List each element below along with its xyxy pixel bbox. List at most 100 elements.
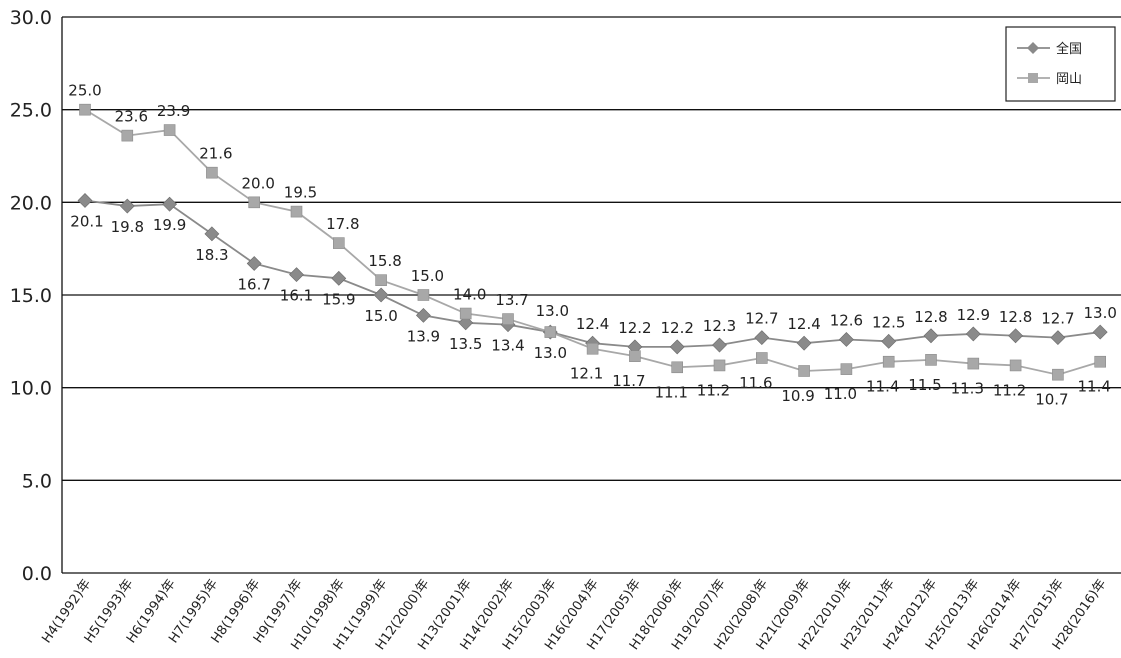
data-label-okayama: 25.0 — [68, 82, 101, 100]
data-label-okayama: 15.8 — [368, 252, 401, 270]
data-point-national — [246, 256, 262, 271]
data-point-national — [965, 326, 981, 342]
data-label-okayama: 13.0 — [536, 302, 569, 320]
data-point-okayama — [502, 313, 514, 325]
data-point-okayama — [1009, 359, 1022, 372]
data-label-national: 15.0 — [364, 307, 397, 325]
data-label-national: 13.5 — [449, 335, 482, 353]
data-label-national: 12.7 — [745, 310, 778, 328]
y-axis: 0.0 5.0 10.0 15.0 20.0 25.0 30.0 — [10, 7, 1121, 585]
data-point-okayama — [248, 196, 260, 209]
data-point-okayama — [586, 342, 599, 355]
data-label-okayama: 13.7 — [495, 291, 528, 309]
data-label-national: 16.1 — [280, 287, 313, 305]
data-point-okayama — [798, 365, 810, 377]
legend-square-icon — [1028, 73, 1038, 83]
data-point-okayama — [882, 355, 895, 368]
y-tick-label: 25.0 — [10, 100, 52, 122]
legend-label: 岡山 — [1056, 72, 1082, 87]
data-point-okayama — [332, 237, 345, 249]
data-point-okayama — [163, 124, 176, 136]
data-point-okayama — [417, 289, 430, 301]
data-point-national — [796, 335, 812, 351]
data-label-national: 12.2 — [660, 319, 693, 337]
data-point-okayama — [206, 166, 218, 179]
data-label-okayama: 20.0 — [241, 174, 274, 192]
data-label-national: 12.4 — [576, 315, 609, 333]
legend-label: 全国 — [1056, 41, 1082, 57]
data-point-national — [712, 337, 727, 353]
data-label-national: 12.8 — [999, 308, 1032, 326]
data-point-national — [838, 332, 854, 347]
data-label-national: 13.0 — [1083, 304, 1116, 322]
data-label-national: 15.9 — [322, 290, 355, 308]
data-labels: 20.1 19.8 19.9 18.3 16.7 16.1 15.9 15.0 13.9 13.5… — [68, 82, 1117, 409]
data-label-okayama: 14.0 — [453, 286, 486, 304]
data-label-national: 13.0 — [534, 344, 567, 362]
legend-box — [1005, 26, 1116, 102]
data-point-national — [204, 226, 220, 242]
data-label-okayama: 23.9 — [157, 102, 190, 120]
data-label-okayama: 11.4 — [1077, 378, 1110, 396]
data-label-national: 12.6 — [830, 311, 863, 329]
data-label-okayama: 11.2 — [993, 381, 1026, 399]
data-label-national: 19.9 — [153, 216, 186, 234]
data-label-okayama: 19.5 — [284, 184, 317, 202]
data-label-okayama: 11.7 — [612, 372, 645, 390]
data-label-national: 19.8 — [111, 218, 144, 236]
data-label-okayama: 11.5 — [908, 376, 941, 394]
data-point-okayama — [544, 326, 557, 338]
data-point-national — [162, 196, 178, 212]
data-point-national — [331, 270, 347, 286]
data-label-okayama: 17.8 — [326, 215, 359, 233]
x-axis: H4(1992)年H5(1993)年H6(1994)年H7(1995)年H8(1… — [39, 577, 1109, 653]
data-point-national — [415, 307, 431, 323]
data-point-national — [923, 328, 939, 344]
data-point-okayama — [121, 129, 134, 142]
data-point-okayama — [459, 307, 472, 320]
data-point-national — [119, 198, 135, 214]
data-label-national: 12.3 — [703, 317, 736, 335]
data-point-okayama — [290, 205, 303, 218]
data-point-national — [77, 193, 93, 208]
data-label-okayama: 11.4 — [866, 378, 899, 396]
data-point-okayama — [713, 359, 726, 372]
data-point-okayama — [840, 363, 853, 375]
y-tick-label: 10.0 — [10, 378, 52, 400]
data-label-okayama: 10.9 — [781, 387, 814, 405]
data-point-national — [373, 287, 389, 303]
data-point-okayama — [1094, 355, 1106, 368]
y-tick-label: 15.0 — [10, 285, 52, 307]
data-label-okayama: 11.6 — [739, 374, 772, 392]
data-label-national: 13.9 — [407, 327, 440, 345]
data-label-okayama: 10.7 — [1035, 391, 1068, 409]
data-label-national: 12.7 — [1041, 310, 1074, 328]
data-label-national: 18.3 — [195, 246, 228, 264]
data-point-national — [669, 339, 685, 355]
data-point-okayama — [79, 103, 91, 116]
data-label-national: 12.4 — [787, 315, 820, 333]
data-point-national — [881, 333, 897, 349]
grid — [62, 16, 1121, 481]
data-label-national: 12.8 — [914, 308, 947, 326]
data-label-okayama: 23.6 — [115, 108, 148, 126]
series — [77, 103, 1108, 381]
y-tick-label: 30.0 — [10, 7, 52, 29]
data-point-national — [289, 267, 304, 283]
data-point-national — [1008, 328, 1024, 344]
data-point-okayama — [375, 274, 387, 286]
data-label-national: 13.4 — [491, 337, 524, 355]
data-label-national: 12.9 — [957, 306, 990, 324]
data-point-okayama — [755, 352, 768, 364]
data-label-okayama: 11.0 — [824, 385, 857, 403]
y-tick-label: 0.0 — [22, 563, 52, 585]
data-label-national: 16.7 — [237, 275, 270, 293]
legend-diamond-icon — [1027, 42, 1039, 54]
data-point-national — [1050, 330, 1066, 346]
data-point-okayama — [925, 354, 937, 366]
data-label-okayama: 11.3 — [951, 380, 984, 398]
data-label-okayama: 21.6 — [199, 145, 232, 163]
data-point-okayama — [967, 357, 980, 370]
data-point-okayama — [629, 350, 641, 362]
